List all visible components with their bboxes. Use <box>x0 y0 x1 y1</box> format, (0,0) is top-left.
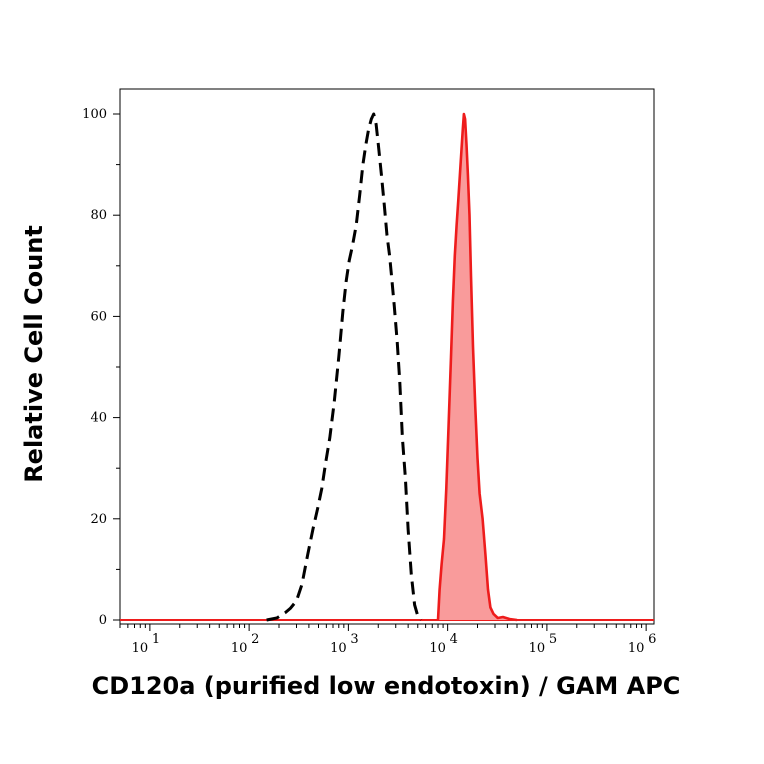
x-tick-label-exponent: 6 <box>648 632 656 647</box>
black-dashed-series-line <box>266 112 423 622</box>
x-tick-label-exponent: 3 <box>350 632 358 647</box>
y-tick-label: 20 <box>90 512 107 527</box>
x-tick-label-base: 10 <box>529 641 546 656</box>
x-tick-label-base: 10 <box>628 641 645 656</box>
x-tick-label: 105 <box>529 632 558 656</box>
y-tick-label: 80 <box>90 208 107 223</box>
red-series-line <box>436 112 518 622</box>
plot-frame <box>119 88 655 625</box>
x-tick-label-exponent: 4 <box>450 632 458 647</box>
x-tick-label: 106 <box>628 632 657 656</box>
y-tick-label: 40 <box>90 411 107 426</box>
x-tick-label-base: 10 <box>132 641 149 656</box>
y-tick-label: 100 <box>82 107 107 122</box>
x-tick-label: 103 <box>330 632 359 656</box>
red-series-area <box>438 114 517 620</box>
y-axis-title: Relative Cell Count <box>20 225 48 483</box>
x-tick-label: 102 <box>231 632 260 656</box>
x-tick-label-base: 10 <box>231 641 248 656</box>
x-axis-title: CD120a (purified low endotoxin) / GAM AP… <box>92 672 681 700</box>
y-tick-label: 60 <box>90 309 107 324</box>
x-tick-label: 101 <box>132 632 161 656</box>
x-tick-label-exponent: 5 <box>549 632 557 647</box>
x-tick-label-base: 10 <box>429 641 446 656</box>
x-tick-label: 10 4 <box>429 632 458 656</box>
x-tick-label-base: 10 <box>330 641 347 656</box>
y-tick-label: 0 <box>99 613 107 628</box>
x-tick-label-exponent: 2 <box>251 632 259 647</box>
series-layer <box>120 112 654 622</box>
x-tick-label-exponent: 1 <box>152 632 160 647</box>
y-axis-ticks: 0 20 40 60 80 100 <box>82 107 120 628</box>
